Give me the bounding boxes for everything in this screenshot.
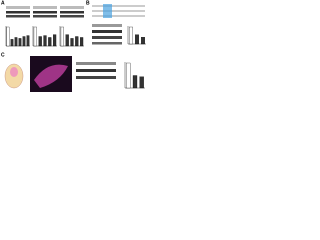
embryo-illustration: [4, 63, 24, 89]
bar: [132, 75, 138, 89]
bar: [48, 37, 52, 47]
bar: [135, 34, 139, 45]
bar: [129, 26, 133, 45]
bar: [80, 37, 84, 47]
bar: [141, 37, 145, 45]
panel-label: C: [1, 52, 5, 58]
bar: [38, 36, 42, 47]
bar: [22, 36, 26, 47]
bar: [14, 37, 18, 47]
blots-c: [76, 62, 116, 79]
bar: [75, 36, 79, 47]
bar: [6, 26, 10, 47]
figure: A B C: [1, 0, 146, 92]
diagram-b: [92, 4, 145, 18]
bar: [126, 62, 131, 89]
blots-a: [6, 6, 84, 18]
panel-label: B: [86, 0, 90, 6]
bar: [70, 38, 74, 47]
bar: [139, 76, 144, 89]
bar: [53, 34, 57, 47]
bar: [18, 38, 22, 47]
panel-label: A: [1, 0, 5, 6]
bar: [65, 34, 69, 47]
bar: [10, 39, 14, 47]
fluorescence-signal: [34, 64, 68, 88]
bar: [33, 26, 37, 47]
bar: [60, 26, 64, 47]
bar: [43, 35, 47, 47]
bar: [26, 35, 30, 47]
blots-b: [92, 24, 122, 45]
